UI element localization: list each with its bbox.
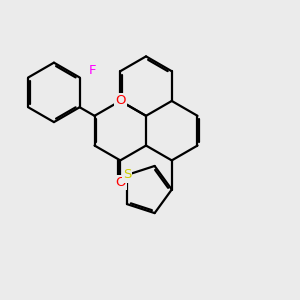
Text: S: S xyxy=(123,169,131,182)
Text: F: F xyxy=(89,64,96,76)
Text: O: O xyxy=(115,176,125,189)
Text: O: O xyxy=(115,94,125,107)
